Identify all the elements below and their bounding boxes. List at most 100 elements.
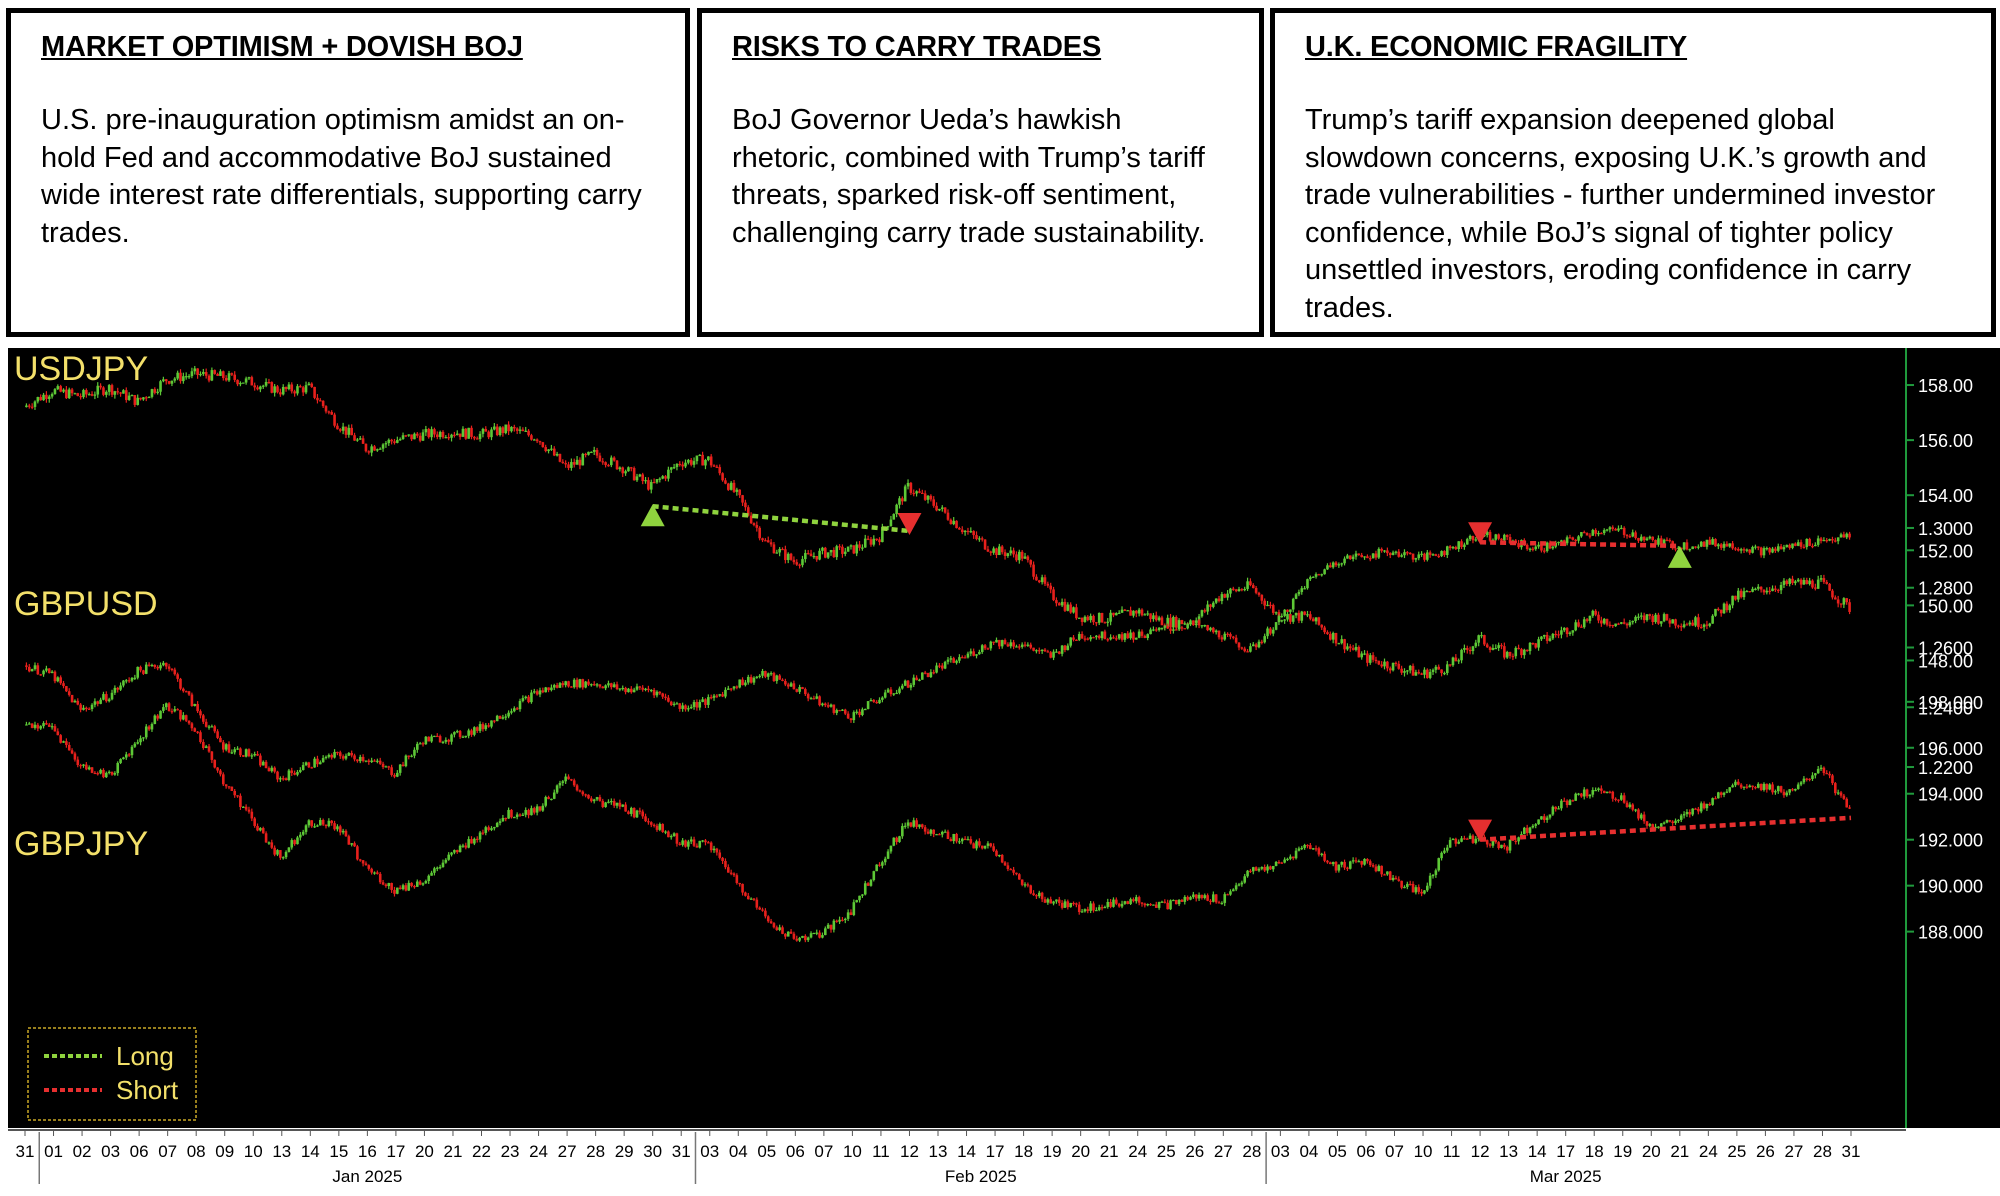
candle [855, 899, 858, 903]
candle [179, 709, 182, 722]
candle [413, 432, 416, 440]
candle-body [1503, 534, 1506, 541]
candle [150, 663, 154, 667]
candle-body [1157, 627, 1161, 631]
candle-body [73, 700, 77, 703]
candle [418, 880, 422, 886]
candle-body [1346, 555, 1349, 559]
candle-body [1625, 623, 1629, 626]
candle [704, 698, 707, 708]
candle-body [983, 845, 987, 849]
y-tick-label: 154.00 [1918, 486, 1973, 506]
candle-body [418, 743, 422, 745]
candle-body [1443, 551, 1446, 556]
candle [544, 686, 547, 693]
candle [96, 382, 100, 398]
candle-body [162, 662, 165, 666]
candle-body [347, 836, 351, 845]
candle-body [498, 821, 502, 823]
candle [1782, 544, 1786, 552]
candle [1654, 612, 1657, 624]
candle-body [1517, 647, 1520, 650]
candle-body [455, 850, 459, 853]
candle [986, 647, 990, 650]
candle-body [1420, 553, 1423, 555]
candle [1192, 620, 1195, 626]
candle-body [176, 674, 179, 679]
candle [515, 812, 519, 820]
candle [575, 455, 579, 465]
candle [1411, 663, 1415, 676]
candle [781, 925, 784, 935]
candle [1380, 547, 1383, 553]
candle-body [1540, 544, 1543, 551]
candle-body [1423, 553, 1426, 560]
candle [1651, 614, 1655, 626]
candle-body [1057, 651, 1061, 654]
candle [1577, 535, 1580, 544]
candle [1212, 601, 1215, 609]
candle-body [1445, 546, 1449, 556]
candle [90, 703, 94, 712]
candle-body [595, 449, 599, 456]
candle-body [1677, 547, 1680, 549]
candle-body [627, 688, 630, 693]
candle [1445, 660, 1449, 676]
candle-body [610, 457, 613, 466]
candle-body [689, 706, 693, 709]
candle [1816, 535, 1820, 547]
candle-body [521, 814, 525, 816]
candle [247, 376, 251, 381]
candle-body [1072, 637, 1075, 640]
candle [915, 818, 918, 829]
candle-body [1000, 640, 1004, 647]
candle [1306, 610, 1309, 618]
candle-body [430, 736, 433, 742]
candle-body [935, 834, 938, 836]
candle [153, 387, 157, 395]
candle-body [935, 665, 938, 673]
candle [946, 657, 950, 665]
candle [493, 720, 496, 724]
candle-body [1460, 541, 1463, 548]
candle [567, 461, 570, 471]
candle-body [390, 883, 393, 890]
candle-body [421, 432, 425, 441]
candle-body [259, 755, 262, 766]
candle [592, 446, 596, 455]
candle-body [327, 411, 331, 413]
candle [975, 839, 978, 851]
candle [849, 544, 853, 550]
candle-body [901, 498, 904, 502]
candle [364, 861, 368, 866]
candle-body [1534, 546, 1538, 550]
candle [578, 678, 582, 689]
candle-body [901, 826, 904, 837]
candle-body [1471, 535, 1475, 541]
candle [1146, 610, 1150, 617]
candle-body [772, 544, 776, 554]
candle-body [883, 858, 887, 863]
candle [110, 383, 114, 398]
candle-body [1003, 862, 1007, 866]
candle-body [227, 744, 231, 753]
candle [621, 804, 625, 808]
candle-body [421, 743, 425, 745]
candle [1394, 550, 1398, 555]
candle [1602, 617, 1606, 625]
candle-body [107, 699, 111, 702]
candle [1548, 635, 1552, 642]
candle-body [772, 673, 776, 682]
candle [401, 883, 405, 891]
candle [975, 654, 978, 659]
candle-body [826, 924, 830, 929]
candle-body [906, 680, 910, 688]
candle [1049, 582, 1052, 594]
candle [1688, 620, 1692, 627]
candle [1075, 603, 1078, 620]
candle [601, 798, 605, 809]
candle [1057, 896, 1061, 906]
candle [604, 461, 607, 468]
candle [1465, 645, 1469, 654]
candle [241, 754, 245, 758]
